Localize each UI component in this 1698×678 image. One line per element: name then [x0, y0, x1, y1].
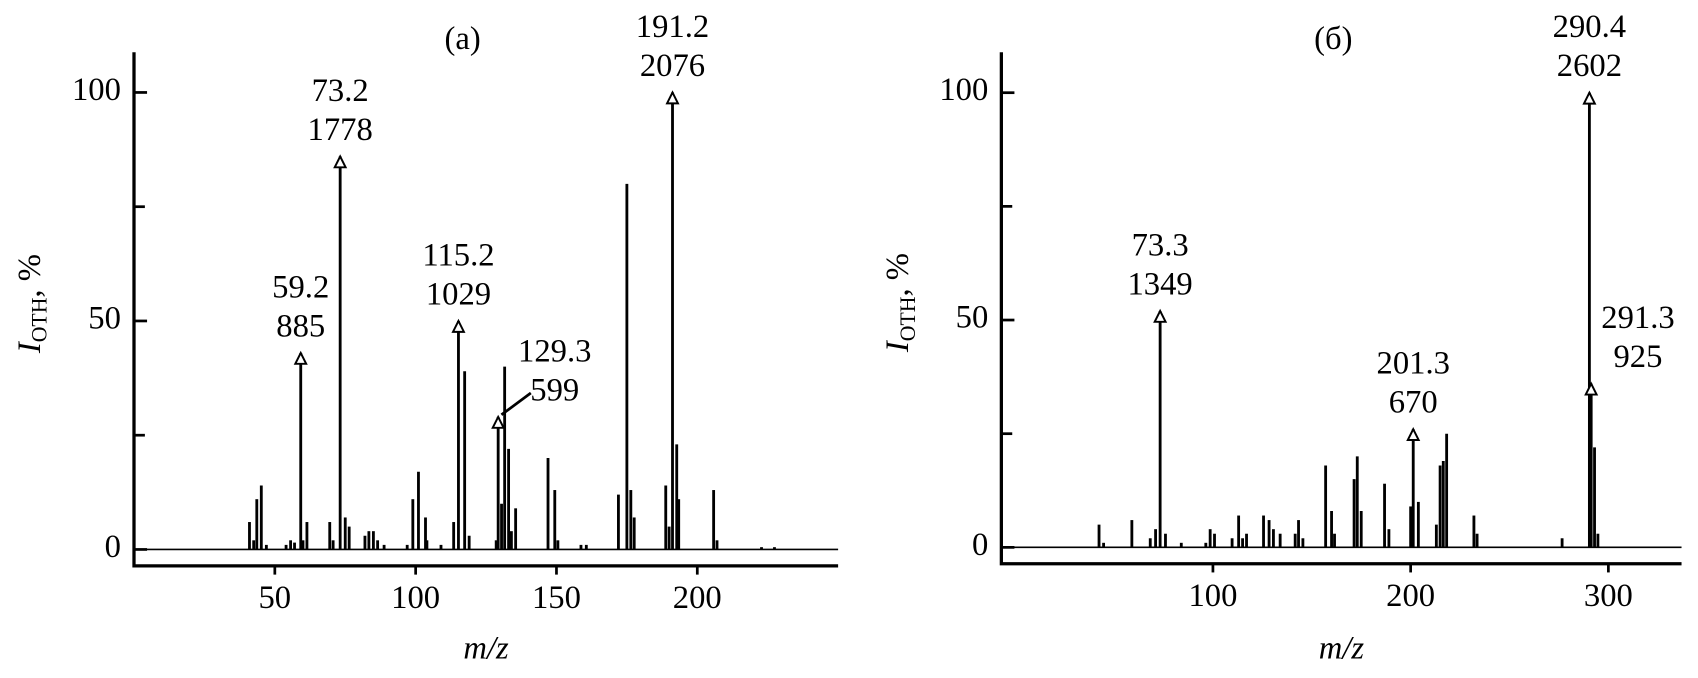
chart-title: (б)	[1314, 21, 1352, 57]
chart-title: (a)	[445, 21, 481, 57]
y-label-sub: ОТН	[27, 297, 51, 342]
arrow-head	[1582, 90, 1597, 105]
annotation-count: 1029	[426, 276, 491, 312]
annotation-count: 885	[276, 308, 325, 344]
x-tick-label: 200	[1386, 578, 1435, 614]
y-tick-label: 0	[972, 527, 988, 563]
arrow-head	[1153, 308, 1168, 323]
arrow-head	[1406, 426, 1421, 442]
annotation-count: 925	[1614, 339, 1663, 375]
y-axis-label: IОТН, %	[12, 254, 51, 354]
y-tick-label: 0	[105, 529, 121, 565]
y-label-sub: ОТН	[896, 296, 920, 341]
x-tick-label: 150	[532, 580, 581, 616]
arrow-head	[333, 154, 348, 169]
arrow-head	[665, 90, 680, 105]
annotation-mz: 290.4	[1553, 9, 1626, 45]
axis-frame	[999, 52, 1682, 566]
leader-line	[500, 391, 532, 416]
y-tick-label: 50	[88, 300, 121, 336]
x-axis-label: m/z	[1319, 630, 1365, 666]
y-label-tail: , %	[881, 253, 917, 297]
y-axis-label: IОТН, %	[881, 253, 920, 353]
annotation-count: 670	[1389, 385, 1438, 421]
annotation-mz: 115.2	[422, 237, 494, 273]
x-tick-label: 100	[391, 580, 440, 616]
arrow-head	[1584, 381, 1599, 396]
y-label-main: I	[881, 339, 917, 353]
y-tick-label: 100	[72, 72, 121, 108]
annotation-mz: 59.2	[272, 269, 329, 305]
annotation-mz: 129.3	[518, 333, 591, 369]
annotation-mz: 191.2	[636, 9, 709, 45]
y-label-main: I	[12, 340, 48, 354]
annotation-mz: 73.3	[1132, 227, 1189, 263]
annotation-mz: 291.3	[1601, 300, 1674, 336]
y-tick-label: 50	[956, 300, 989, 336]
annotation-count: 2076	[640, 48, 705, 84]
annotation-count: 599	[530, 372, 579, 408]
annotation-count: 2602	[1557, 48, 1622, 84]
arrow-head	[293, 350, 308, 365]
y-label-tail: , %	[12, 254, 48, 298]
arrow-head	[491, 414, 506, 429]
x-tick-label: 100	[1188, 578, 1237, 614]
annotation-count: 1778	[308, 112, 373, 148]
annotation-mz: 201.3	[1377, 346, 1450, 382]
annotation-mz: 73.2	[312, 73, 369, 109]
x-axis-label: m/z	[463, 630, 509, 666]
x-tick-label: 50	[259, 580, 292, 616]
y-tick-label: 100	[939, 72, 988, 108]
arrow-head	[451, 318, 466, 333]
x-tick-label: 200	[673, 580, 722, 616]
x-tick-label: 300	[1584, 578, 1633, 614]
axis-frame	[132, 52, 839, 568]
annotation-count: 1349	[1128, 266, 1193, 302]
